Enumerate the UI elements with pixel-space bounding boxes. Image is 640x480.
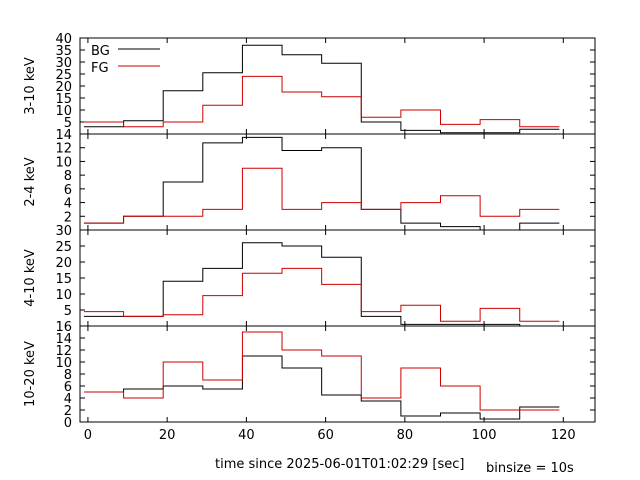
x-tick-label: 100 [472, 428, 497, 443]
y-tick-label: 4 [64, 392, 72, 407]
series-line-fg [83, 331, 560, 411]
y-tick-label: 5 [64, 116, 72, 131]
y-tick-label: 12 [55, 142, 72, 157]
y-tick-label: 25 [55, 240, 72, 255]
y-tick-label: 8 [64, 368, 72, 383]
y-tick-label: 0 [64, 416, 72, 431]
y-tick-label: 15 [55, 272, 72, 287]
y-tick-label: 5 [64, 304, 72, 319]
series-line-bg [83, 136, 560, 231]
series-line-fg [83, 75, 560, 128]
x-tick-label: 40 [238, 428, 255, 443]
y-tick-label: 10 [55, 288, 72, 303]
y-tick-label: 40 [55, 32, 72, 47]
x-tick-label: 20 [159, 428, 176, 443]
y-tick-label: 2 [64, 210, 72, 225]
x-axis-label: time since 2025-06-01T01:02:29 [sec] [215, 457, 464, 472]
panel-frame [79, 229, 596, 327]
y-tick-label: 12 [55, 344, 72, 359]
x-tick-label: 60 [317, 428, 334, 443]
y-tick-label: 30 [55, 224, 72, 239]
series-line-fg [83, 267, 560, 322]
y-tick-label: 25 [55, 68, 72, 83]
binsize-label: binsize = 10s [486, 461, 574, 476]
y-tick-label: 8 [64, 169, 72, 184]
y-tick-label: 4 [64, 197, 72, 212]
y-axis-label: 3-10 keV [23, 57, 38, 115]
y-tick-label: 10 [55, 104, 72, 119]
series-line-fg [83, 167, 560, 224]
legend: BG FG [91, 44, 160, 76]
y-tick-label: 2 [64, 404, 72, 419]
y-tick-label: 20 [55, 80, 72, 95]
x-tick-label: 0 [84, 428, 92, 443]
legend-label-bg: BG [91, 44, 110, 59]
y-tick-label: 20 [55, 256, 72, 271]
y-tick-label: 16 [55, 320, 72, 335]
y-tick-label: 10 [55, 356, 72, 371]
panel-frame [79, 133, 596, 231]
y-tick-label: 30 [55, 56, 72, 71]
y-axis-label: 10-20 keV [23, 341, 38, 407]
y-axis-label: 2-4 keV [23, 157, 38, 206]
series-line-bg [83, 44, 560, 134]
legend-label-fg: FG [91, 61, 109, 76]
x-tick-label: 80 [397, 428, 414, 443]
x-tick-label: 120 [551, 428, 576, 443]
y-tick-label: 35 [55, 44, 72, 59]
y-tick-label: 6 [64, 380, 72, 395]
y-tick-label: 14 [55, 332, 72, 347]
y-tick-label: 10 [55, 155, 72, 170]
series-line-bg [83, 242, 560, 327]
y-axis-label: 4-10 keV [23, 249, 38, 307]
y-tick-label: 6 [64, 183, 72, 198]
y-tick-label: 14 [55, 128, 72, 143]
y-tick-label: 15 [55, 92, 72, 107]
panel-frame [79, 325, 596, 423]
